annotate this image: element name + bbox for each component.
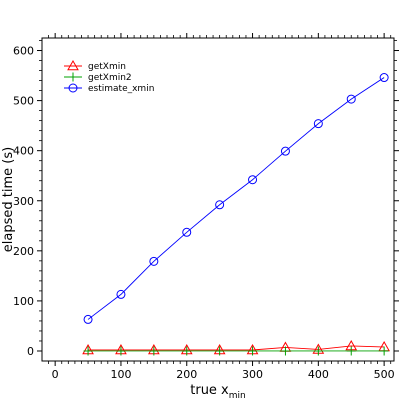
data-point [149,346,159,356]
data-point [149,256,159,266]
y-tick-label: 200 [13,245,34,258]
y-tick-label: 600 [13,45,34,58]
data-point [116,346,126,356]
series-getXmin [82,339,390,355]
series-estimate_xmin [83,73,389,324]
data-point [280,146,290,156]
y-tick-label: 0 [27,345,34,358]
data-point [379,346,389,356]
legend-item: getXmin2 [64,72,132,83]
series-getXmin2 [83,346,389,356]
plot-area [41,37,395,362]
data-point [346,346,356,356]
data-point [83,314,93,324]
x-tick-label: 400 [308,368,329,381]
y-axis-title: elapsed time (s) [1,147,16,252]
ticks: 0 100 200 300 400 500 0 100 200 300 400 500 600 [13,33,399,381]
series-line [87,77,385,320]
data-point [379,73,389,83]
data-point [248,346,258,356]
data-point [215,346,225,356]
data-point [280,346,290,356]
series-line [88,345,385,351]
legend-label: getXmin2 [88,73,132,83]
data-point [346,94,356,104]
data-point [248,175,258,185]
x-tick-label: 500 [374,368,395,381]
x-axis-title-subscript: min [229,391,246,401]
y-tick-label: 500 [13,95,34,108]
x-axis-title-main: true x [190,383,229,398]
data-point [83,346,93,356]
legend-item: estimate_xmin [64,83,154,94]
x-tick-label: 300 [242,368,263,381]
x-tick-label: 100 [110,368,131,381]
legend-marker [68,83,78,93]
data-point [182,346,192,356]
series-layer [82,73,390,356]
x-tick-label: 200 [176,368,197,381]
x-axis-title: true xmin [190,383,246,401]
data-point [116,289,126,299]
y-tick-label: 300 [13,195,34,208]
data-point [215,200,225,210]
x-tick-label: 0 [52,368,59,381]
data-point [313,346,323,356]
legend-marker [67,59,79,71]
legend-marker [68,72,78,82]
y-tick-label: 400 [13,145,34,158]
y-tick-label: 100 [13,295,34,308]
legend-item: getXmin [64,59,126,72]
data-point [182,227,192,237]
data-point [313,119,323,129]
legend-label: getXmin [88,62,126,72]
legend-label: estimate_xmin [88,84,154,94]
